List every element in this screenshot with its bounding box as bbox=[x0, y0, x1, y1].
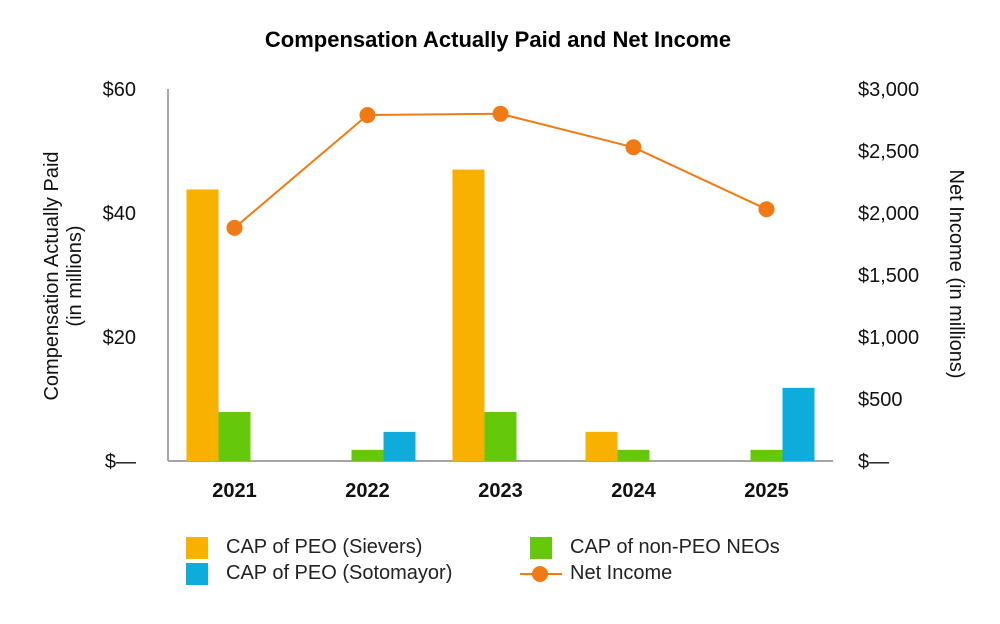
legend-item-non-peo: CAP of non-PEO NEOs bbox=[530, 536, 780, 559]
legend-label-sotomayor: CAP of PEO (Sotomayor) bbox=[226, 562, 453, 584]
right-tick-label: $1,500 bbox=[858, 265, 919, 287]
legend-item-sievers: CAP of PEO (Sievers) bbox=[186, 536, 422, 559]
right-tick-label: $2,000 bbox=[858, 203, 919, 225]
net-income-point-2024 bbox=[625, 139, 642, 156]
bar-cap-of-peo-sievers-2024 bbox=[585, 431, 618, 461]
legend-label-net-income: Net Income bbox=[570, 562, 673, 584]
x-tick-label-2024: 2024 bbox=[611, 480, 656, 502]
legend-label-sievers: CAP of PEO (Sievers) bbox=[226, 536, 423, 558]
right-tick-label: $— bbox=[858, 451, 889, 473]
legend-label-non-peo: CAP of non-PEO NEOs bbox=[570, 536, 780, 558]
bar-cap-of-non-peo-neos-2021 bbox=[218, 412, 251, 461]
legend-swatch-non-peo bbox=[530, 536, 552, 559]
bar-cap-of-peo-sievers-2021 bbox=[186, 189, 219, 461]
net-income-point-2025 bbox=[758, 201, 775, 218]
left-tick-label: $— bbox=[105, 451, 136, 473]
left-axis-title-line-2: (in millions) bbox=[64, 225, 86, 326]
legend-item-net-income: Net Income bbox=[520, 562, 672, 585]
net-income-point-2022 bbox=[359, 107, 376, 124]
left-tick-label: $40 bbox=[103, 203, 136, 225]
right-axis-title: Net Income (in millions) bbox=[945, 170, 967, 379]
x-tick-label-2023: 2023 bbox=[478, 480, 523, 502]
bar-cap-of-non-peo-neos-2024 bbox=[617, 449, 650, 461]
bar-cap-of-peo-sotomayor-2025 bbox=[782, 387, 815, 461]
left-tick-label: $20 bbox=[103, 327, 136, 349]
net-income-point-2021 bbox=[226, 219, 243, 236]
legend-line-marker-icon bbox=[520, 563, 562, 585]
x-tick-label-2021: 2021 bbox=[212, 480, 257, 502]
legend-swatch-sievers bbox=[186, 536, 208, 559]
right-tick-label: $1,000 bbox=[858, 327, 919, 349]
legend-item-sotomayor: CAP of PEO (Sotomayor) bbox=[186, 562, 452, 585]
chart-title: Compensation Actually Paid and Net Incom… bbox=[265, 27, 731, 52]
x-tick-label-2025: 2025 bbox=[744, 480, 789, 502]
legend: CAP of PEO (Sievers) CAP of non-PEO NEOs… bbox=[186, 536, 826, 592]
bar-cap-of-non-peo-neos-2023 bbox=[484, 412, 517, 461]
right-tick-label: $3,000 bbox=[858, 79, 919, 101]
net-income-point-2023 bbox=[492, 105, 509, 122]
right-tick-label: $2,500 bbox=[858, 141, 919, 163]
left-axis-title-line-1: Compensation Actually Paid bbox=[41, 151, 63, 400]
net-income-line bbox=[233, 112, 767, 229]
bar-cap-of-peo-sotomayor-2022 bbox=[383, 431, 416, 461]
bar-cap-of-non-peo-neos-2022 bbox=[351, 449, 384, 461]
left-tick-label: $60 bbox=[103, 79, 136, 101]
bar-cap-of-non-peo-neos-2025 bbox=[750, 449, 783, 461]
right-tick-label: $500 bbox=[858, 389, 903, 411]
legend-swatch-sotomayor bbox=[186, 562, 208, 585]
bar-cap-of-peo-sievers-2023 bbox=[452, 169, 485, 461]
x-tick-label-2022: 2022 bbox=[345, 480, 390, 502]
